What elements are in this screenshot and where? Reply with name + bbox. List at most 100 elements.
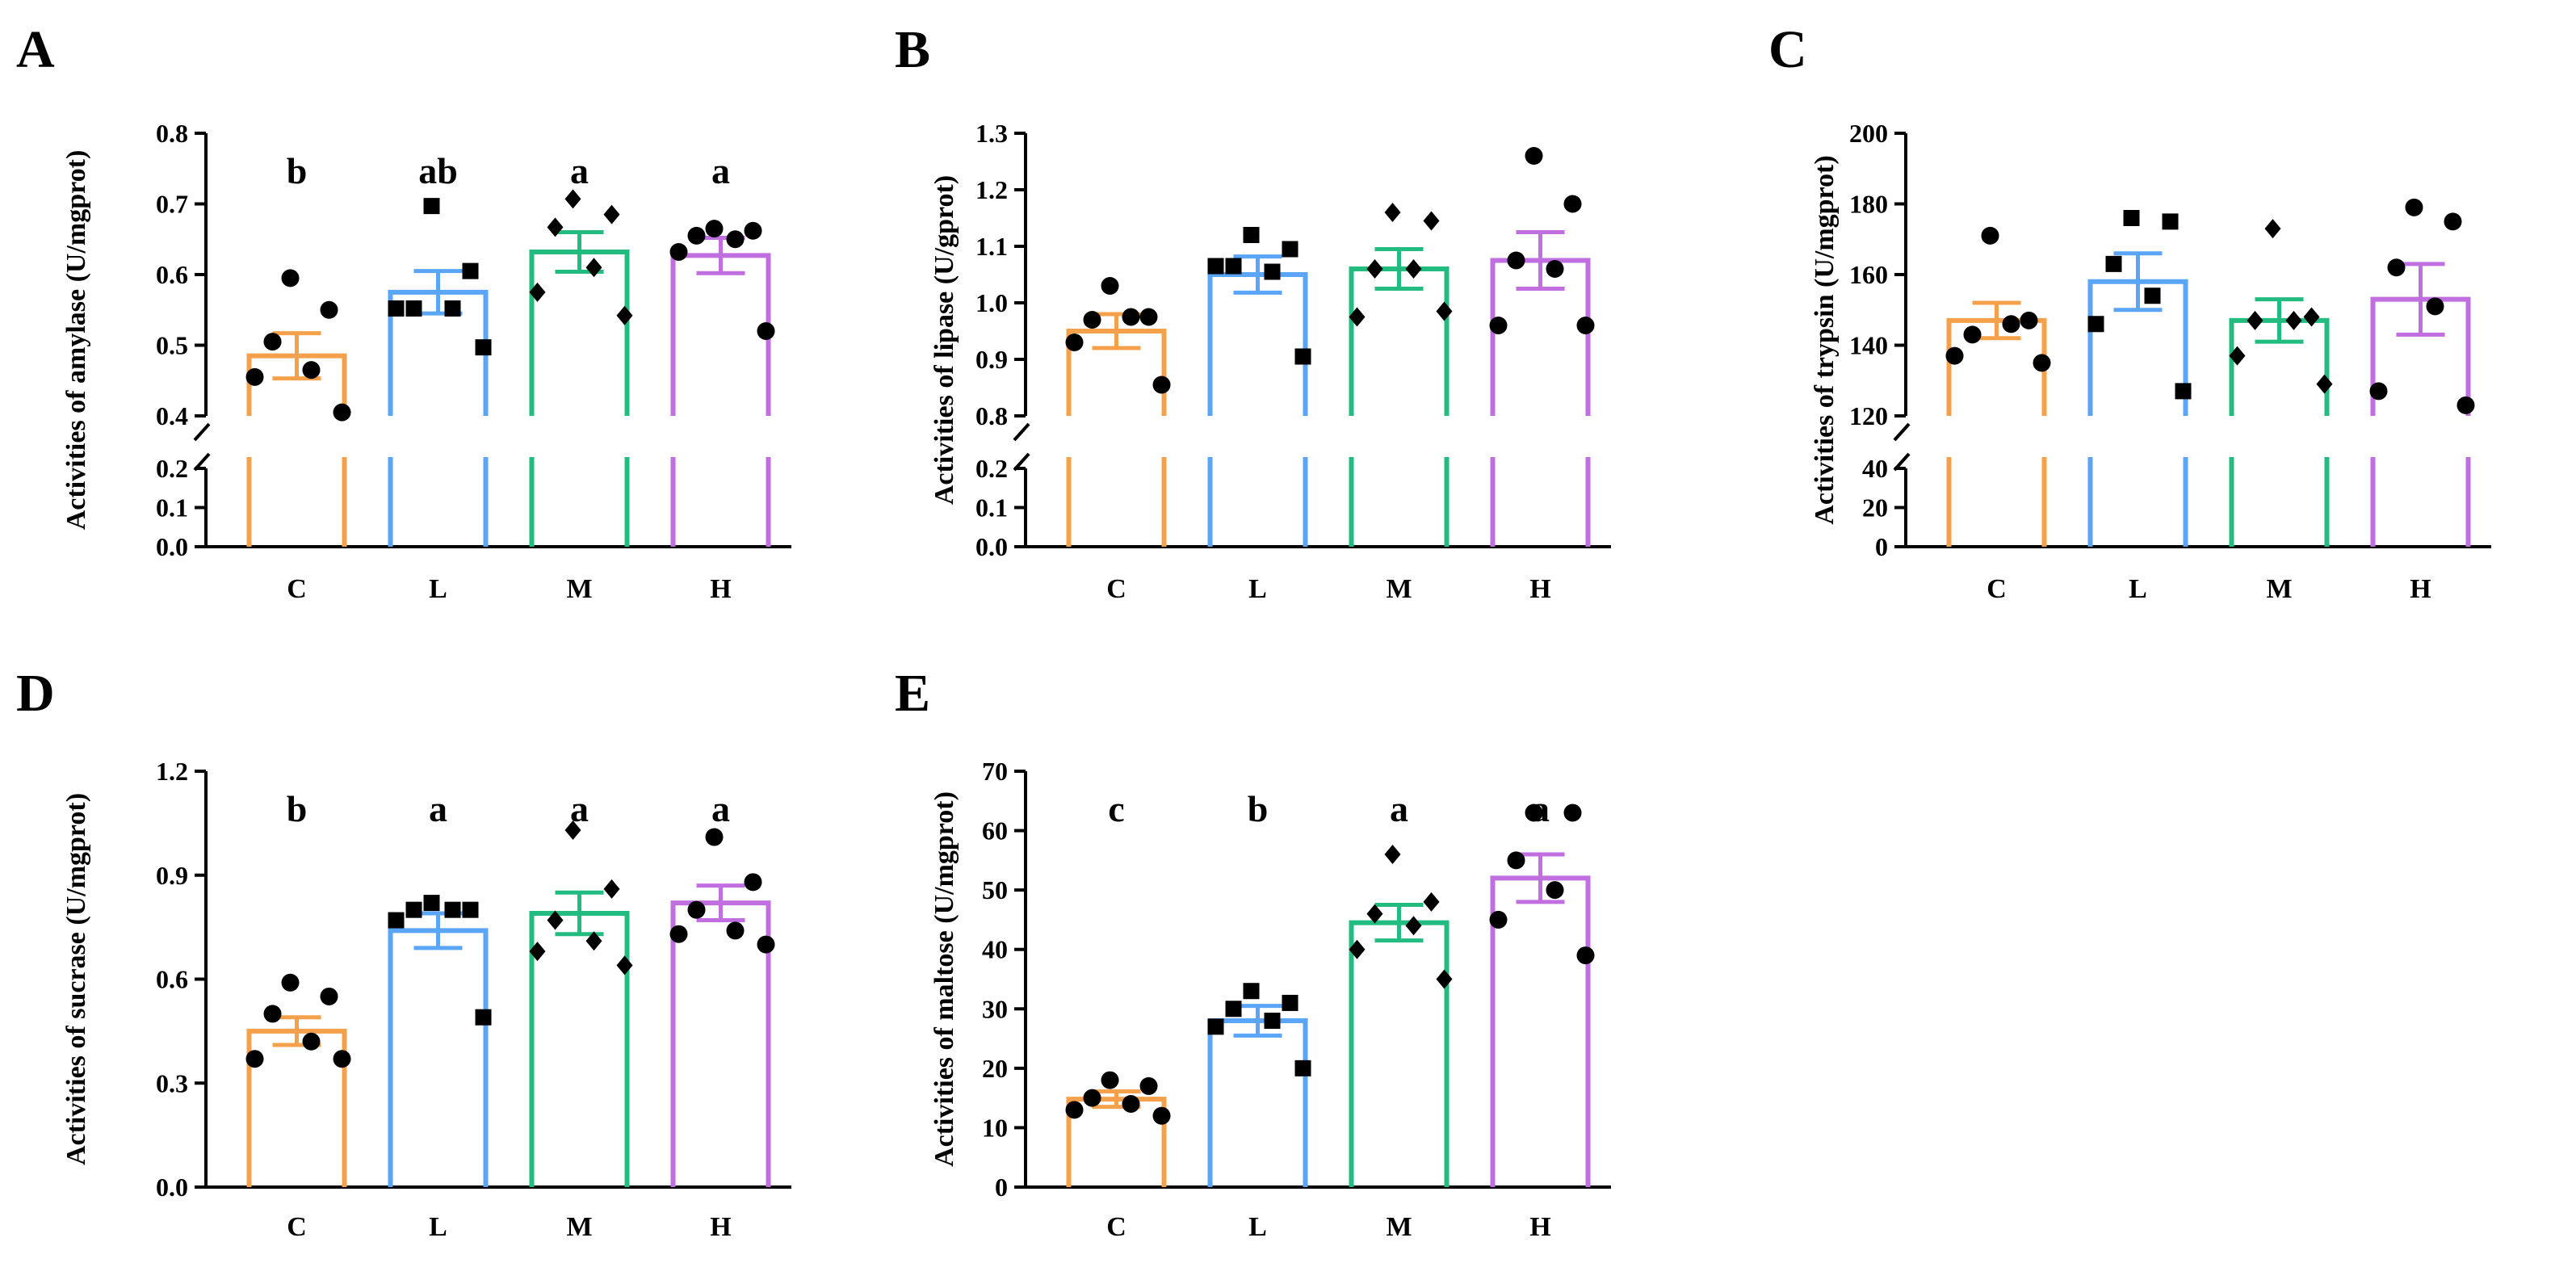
- data-point: [669, 925, 688, 943]
- data-point: [2162, 213, 2179, 230]
- bar-m-lower: [2229, 457, 2330, 547]
- panel-label: A: [16, 20, 55, 79]
- bar-l: [1207, 1018, 1308, 1187]
- data-point: [302, 1032, 321, 1051]
- panel-c: C 120 140 160 180 200 0 20 40 Activities of tryps…: [1768, 20, 2491, 604]
- y-tick-label: 10: [982, 1113, 1008, 1142]
- data-point: [281, 269, 300, 287]
- data-point: [2033, 354, 2051, 372]
- data-point: [1083, 1089, 1101, 1107]
- bar-m: [1349, 920, 1450, 1187]
- data-point: [1225, 1001, 1242, 1018]
- panel-label: C: [1768, 20, 1807, 79]
- y-tick-label: 50: [982, 875, 1008, 904]
- data-point: [1083, 311, 1101, 329]
- bar-h: [670, 900, 771, 1187]
- panel-label: D: [16, 664, 55, 723]
- data-point: [1282, 241, 1298, 258]
- data-point: [1981, 226, 1999, 245]
- y-tick-label: 0.7: [156, 190, 188, 219]
- panel-d: D 0.0 0.3 0.6 0.9 1.2 Activities of sucrase (U…: [16, 664, 791, 1242]
- data-point: [2316, 374, 2333, 394]
- data-point: [1139, 1076, 1158, 1095]
- y-axis-label: Activities of trypsin (U/mgprot): [1810, 155, 1840, 524]
- data-point: [1207, 1018, 1224, 1035]
- y-tick-label: 0.8: [156, 119, 188, 148]
- significance-letter: a: [570, 788, 589, 829]
- bar-l: [388, 928, 489, 1187]
- x-tick-label: L: [1248, 1212, 1267, 1242]
- data-point: [1282, 994, 1298, 1011]
- data-point: [616, 955, 633, 976]
- data-point: [1405, 916, 1422, 936]
- data-point: [2264, 219, 2281, 239]
- data-point: [603, 204, 620, 224]
- x-tick-label: L: [1248, 574, 1267, 604]
- y-tick-label: 0.8: [975, 401, 1008, 430]
- significance-letter: a: [1531, 788, 1550, 829]
- y-tick-label: 120: [1849, 401, 1888, 430]
- y-tick-label: 0.2: [156, 454, 188, 483]
- bar-m: [529, 250, 630, 416]
- y-tick-label: 60: [982, 816, 1008, 845]
- data-point: [320, 300, 338, 319]
- data-point: [1489, 910, 1508, 929]
- data-point: [388, 912, 405, 929]
- data-point: [1563, 804, 1582, 822]
- data-point: [547, 217, 564, 237]
- x-tick-label: M: [566, 1212, 592, 1242]
- y-tick-label: 0: [1875, 532, 1888, 561]
- data-point: [1576, 317, 1595, 334]
- data-point: [529, 942, 546, 962]
- bar-c-lower: [1066, 457, 1167, 547]
- data-point: [388, 300, 405, 317]
- y-axis-label: Activities of lipase (U/gprot): [929, 175, 959, 505]
- data-point: [1152, 1106, 1171, 1125]
- data-point: [1122, 308, 1140, 326]
- x-tick-label: L: [2129, 574, 2147, 604]
- data-point: [2444, 212, 2462, 231]
- data-point: [687, 226, 706, 245]
- data-point: [475, 339, 492, 356]
- data-point: [2123, 210, 2140, 226]
- bar-c-lower: [1946, 457, 2047, 547]
- x-tick-label: M: [566, 574, 592, 604]
- y-tick-label: 0.0: [975, 532, 1008, 561]
- axis-break-mark: [1893, 422, 1911, 442]
- bar-m: [1349, 266, 1450, 416]
- y-tick-label: 0.3: [156, 1068, 188, 1097]
- bar-h-lower: [670, 457, 771, 547]
- data-point: [1207, 258, 1224, 275]
- x-tick-label: L: [429, 574, 447, 604]
- bar-c: [246, 1028, 347, 1187]
- data-point: [1489, 317, 1508, 334]
- bar-l-lower: [2087, 457, 2188, 547]
- panel-b: B 0.8 0.9 1.0 1.1 1.2 1.3 0.0 0.1 0.2 Activities o…: [895, 20, 1611, 604]
- data-point: [1423, 211, 1440, 231]
- data-point: [1576, 946, 1595, 965]
- data-point: [2369, 382, 2388, 401]
- x-tick-label: M: [1386, 1212, 1412, 1242]
- data-point: [1294, 1059, 1311, 1076]
- data-point: [320, 987, 338, 1005]
- y-tick-label: 0.6: [156, 965, 188, 994]
- data-point: [263, 1005, 282, 1023]
- axis-break-mark: [1013, 422, 1030, 442]
- y-tick-label: 0.5: [156, 331, 188, 360]
- y-tick-label: 1.0: [975, 288, 1008, 317]
- bar-l-lower: [1207, 457, 1308, 547]
- y-tick-label: 1.1: [975, 232, 1008, 261]
- data-point: [1546, 260, 1564, 278]
- bar-h: [670, 253, 771, 416]
- y-tick-label: 0.6: [156, 260, 188, 289]
- data-point: [585, 258, 602, 278]
- x-tick-label: C: [1987, 574, 2007, 604]
- x-tick-label: C: [1106, 1212, 1126, 1242]
- x-tick-label: M: [1386, 574, 1412, 604]
- panel-a: A 0.4 0.5 0.6 0.7 0.8 0.0 0.1 0.2 Activities of a…: [16, 20, 791, 604]
- y-tick-label: 0.1: [975, 493, 1008, 522]
- data-point: [2405, 198, 2423, 216]
- data-point: [669, 243, 688, 261]
- y-tick-label: 1.2: [156, 757, 188, 786]
- data-point: [2105, 255, 2122, 272]
